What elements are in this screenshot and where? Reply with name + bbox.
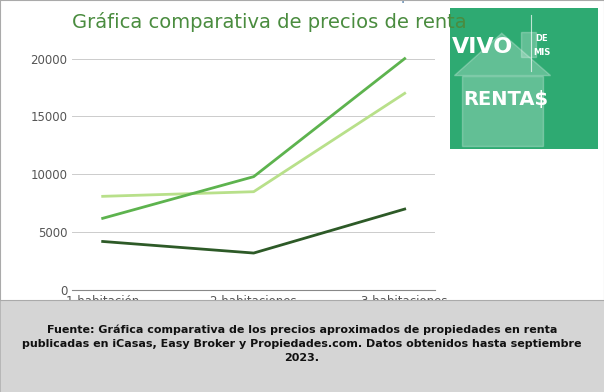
- Polygon shape: [454, 33, 551, 76]
- Text: DE: DE: [535, 34, 548, 44]
- Text: VIVO: VIVO: [452, 37, 513, 57]
- Legend: Comitán, San Cristóbal de las Casas, Chiapa de Corzo: Comitán, San Cristóbal de las Casas, Chi…: [75, 0, 477, 7]
- Text: Gráfica comparativa de precios de renta: Gráfica comparativa de precios de renta: [72, 12, 467, 32]
- FancyBboxPatch shape: [462, 76, 543, 146]
- FancyBboxPatch shape: [521, 32, 536, 57]
- Text: RENTA$: RENTA$: [464, 90, 549, 109]
- Text: Fuente: Gráfica comparativa de los precios aproximados de propiedades en renta
p: Fuente: Gráfica comparativa de los preci…: [22, 325, 582, 363]
- Text: MIS: MIS: [533, 49, 550, 58]
